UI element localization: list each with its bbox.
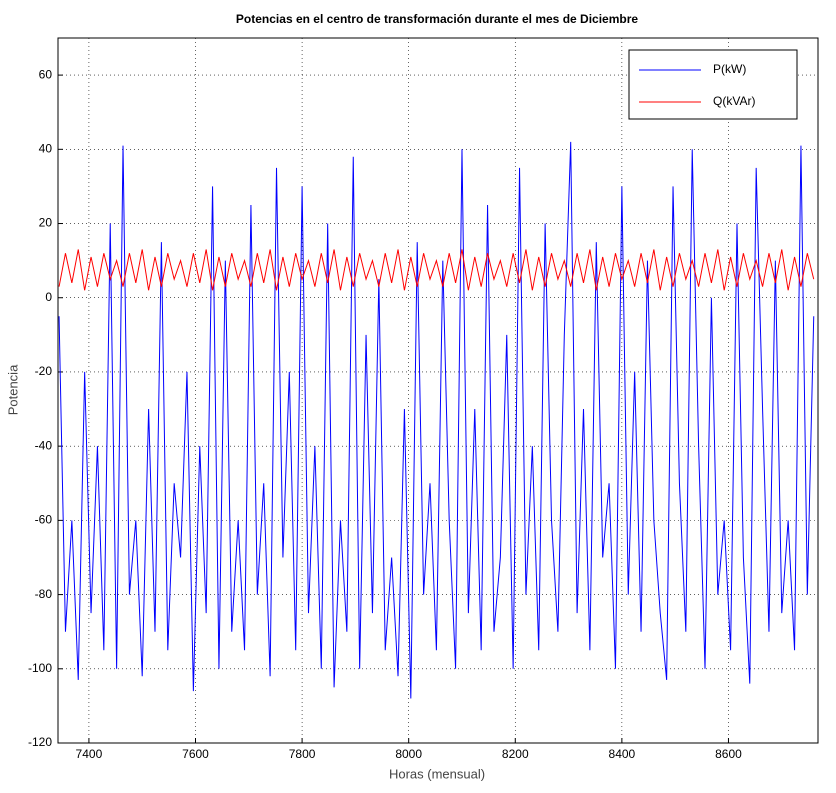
x-tick-label: 8400 (609, 747, 636, 761)
x-tick-label: 8600 (715, 747, 742, 761)
y-tick-label: -120 (28, 735, 52, 749)
y-tick-label: -20 (35, 364, 53, 378)
y-axis-label: Potencia (5, 364, 20, 415)
y-tick-label: -100 (28, 661, 52, 675)
chart-title: Potencias en el centro de transformación… (236, 12, 638, 26)
x-tick-label: 7600 (182, 747, 209, 761)
legend-box (628, 49, 798, 120)
x-tick-label: 8000 (395, 747, 422, 761)
y-tick-label: 40 (39, 141, 53, 155)
x-tick-label: 8200 (502, 747, 529, 761)
y-tick-label: -40 (35, 438, 53, 452)
y-tick-label: -80 (35, 587, 53, 601)
legend-label: Q(kVAr) (713, 94, 755, 108)
legend-label: P(kW) (713, 62, 746, 76)
y-tick-label: 0 (45, 290, 52, 304)
y-tick-label: -60 (35, 513, 53, 527)
series-line (58, 249, 815, 291)
x-axis-label: Horas (mensual) (389, 766, 485, 781)
series-line (58, 141, 815, 699)
x-tick-label: 7800 (289, 747, 316, 761)
x-tick-label: 7400 (76, 747, 103, 761)
plot-frame (57, 37, 819, 744)
y-tick-label: 20 (39, 216, 53, 230)
y-tick-label: 60 (39, 67, 53, 81)
